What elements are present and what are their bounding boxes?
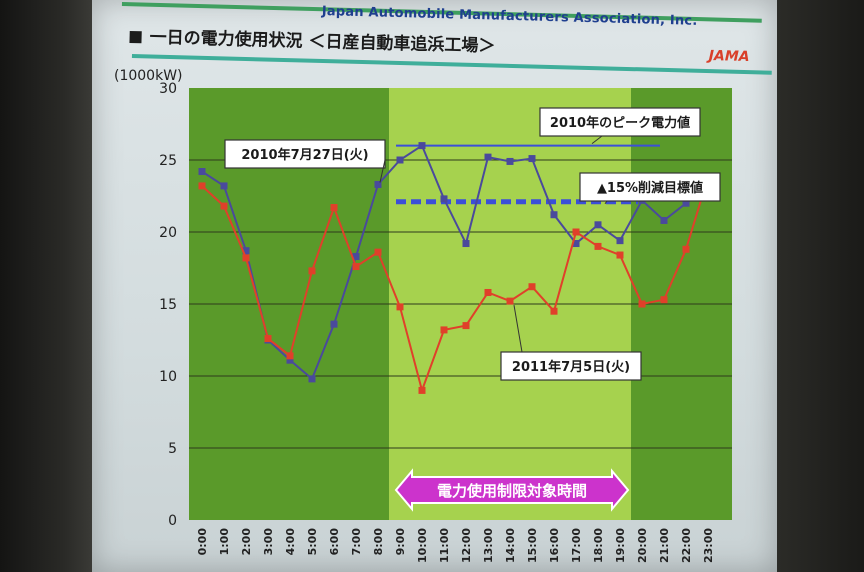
annotation-target-box [579, 172, 721, 202]
series-1-point-19 [616, 251, 624, 259]
x-tick-label-11: 11:00 [438, 528, 451, 563]
annotation-peak: 2010年のピーク電力値 [550, 115, 690, 131]
restriction-arrow [394, 468, 630, 512]
series-1-point-12 [462, 322, 470, 330]
series-1-point-2 [242, 254, 250, 262]
x-tick-label-19: 19:00 [614, 528, 627, 563]
annotation-peak-leader [591, 135, 603, 144]
annotation-2010-series: 2010年7月27日(火) [241, 147, 368, 163]
x-tick-label-15: 15:00 [526, 528, 539, 563]
series-1-point-13 [484, 288, 492, 296]
projection-screen: Japan Automobile Manufacturers Associati… [92, 0, 777, 572]
annotation-target: ▲15%削減目標値 [597, 180, 703, 196]
series-0-point-19 [616, 237, 624, 245]
series-1-point-1 [220, 202, 228, 210]
x-tick-label-21: 21:00 [658, 528, 671, 563]
x-tick-label-2: 2:00 [240, 528, 253, 556]
series-0-point-9 [396, 156, 404, 164]
x-tick-label-22: 22:00 [680, 528, 693, 563]
series-line-0 [201, 144, 709, 381]
x-tick-label-20: 20:00 [636, 528, 649, 563]
series-1-point-17 [572, 228, 580, 236]
series-1-point-9 [396, 303, 404, 311]
x-tick-label-1: 1:00 [218, 528, 231, 556]
wall-right [774, 0, 864, 572]
x-tick-label-5: 5:00 [306, 528, 319, 556]
series-1-point-18 [594, 242, 602, 250]
x-tick-label-10: 10:00 [416, 528, 429, 563]
x-tick-label-8: 8:00 [372, 528, 385, 556]
series-0-point-2 [242, 247, 250, 255]
annotation-target-leader [604, 200, 608, 205]
x-tick-label-12: 12:00 [460, 528, 473, 563]
series-0-point-13 [484, 153, 492, 161]
series-line-1 [201, 176, 709, 394]
series-0-point-16 [550, 211, 558, 219]
y-tick-label-15: 15 [159, 297, 177, 313]
series-1-point-8 [374, 248, 382, 256]
x-tick-label-23: 23:00 [702, 528, 715, 563]
x-tick-label-0: 0:00 [196, 528, 209, 556]
series-1-point-16 [550, 307, 558, 315]
wall-left [0, 0, 92, 572]
x-tick-label-18: 18:00 [592, 528, 605, 563]
series-1-point-3 [264, 335, 272, 343]
series-1-point-6 [330, 204, 338, 212]
y-axis-label: (1000kW) [114, 68, 183, 84]
annotation-2011-series-box [500, 351, 642, 381]
series-0-point-7 [352, 252, 360, 260]
series-0-point-5 [308, 375, 316, 383]
x-tick-label-3: 3:00 [262, 528, 275, 556]
annotation-2010-leader [379, 159, 386, 183]
series-1-point-5 [308, 267, 316, 275]
series-0-point-6 [330, 320, 338, 328]
series-1-point-7 [352, 263, 360, 271]
x-tick-label-4: 4:00 [284, 528, 297, 556]
annotation-peak-box [539, 107, 701, 137]
x-tick-label-6: 6:00 [328, 528, 341, 556]
x-tick-label-16: 16:00 [548, 528, 561, 563]
annotation-2011-leader [513, 305, 523, 353]
series-0-point-11 [440, 195, 448, 203]
series-0-point-22 [682, 199, 690, 207]
y-tick-label-10: 10 [159, 369, 177, 385]
y-tick-label-20: 20 [159, 225, 177, 241]
x-tick-label-7: 7:00 [350, 528, 363, 556]
series-0-point-21 [660, 216, 668, 224]
series-0-point-14 [506, 157, 514, 165]
series-1-point-11 [440, 326, 448, 334]
series-0-point-1 [220, 182, 228, 190]
x-tick-label-9: 9:00 [394, 528, 407, 556]
power-usage-chart: 0 5 10 15 20 25 30(1000kW) 0:00 1:00 2:00 3:00 4:00… [114, 68, 732, 563]
series-1-point-15 [528, 283, 536, 291]
series-0-point-0 [198, 168, 206, 176]
y-tick-label-30: 30 [159, 81, 177, 97]
series-0-point-18 [594, 221, 602, 229]
series-0-point-8 [374, 180, 382, 188]
y-tick-label-5: 5 [168, 441, 177, 457]
x-tick-label-17: 17:00 [570, 528, 583, 563]
x-tick-label-13: 13:00 [482, 528, 495, 563]
series-1-point-0 [198, 182, 206, 190]
series-0-point-17 [572, 240, 580, 248]
series-0-point-4 [286, 356, 294, 364]
restriction-label: 電力使用制限対象時間 [437, 482, 587, 500]
series-1-point-4 [286, 352, 294, 360]
series-1-point-20 [638, 300, 646, 308]
series-0-point-10 [418, 142, 426, 150]
annotation-2011-series: 2011年7月5日(火) [512, 359, 630, 375]
x-tick-label-14: 14:00 [504, 528, 517, 563]
series-0-point-12 [462, 240, 470, 248]
series-1-point-22 [682, 245, 690, 253]
series-1-point-10 [418, 386, 426, 394]
y-tick-label-0: 0 [168, 513, 177, 529]
series-1-point-21 [660, 296, 668, 304]
y-tick-label-25: 25 [159, 153, 177, 169]
series-1-point-14 [506, 297, 514, 305]
series-0-point-15 [528, 155, 536, 163]
annotation-2010-series-box [224, 139, 386, 169]
